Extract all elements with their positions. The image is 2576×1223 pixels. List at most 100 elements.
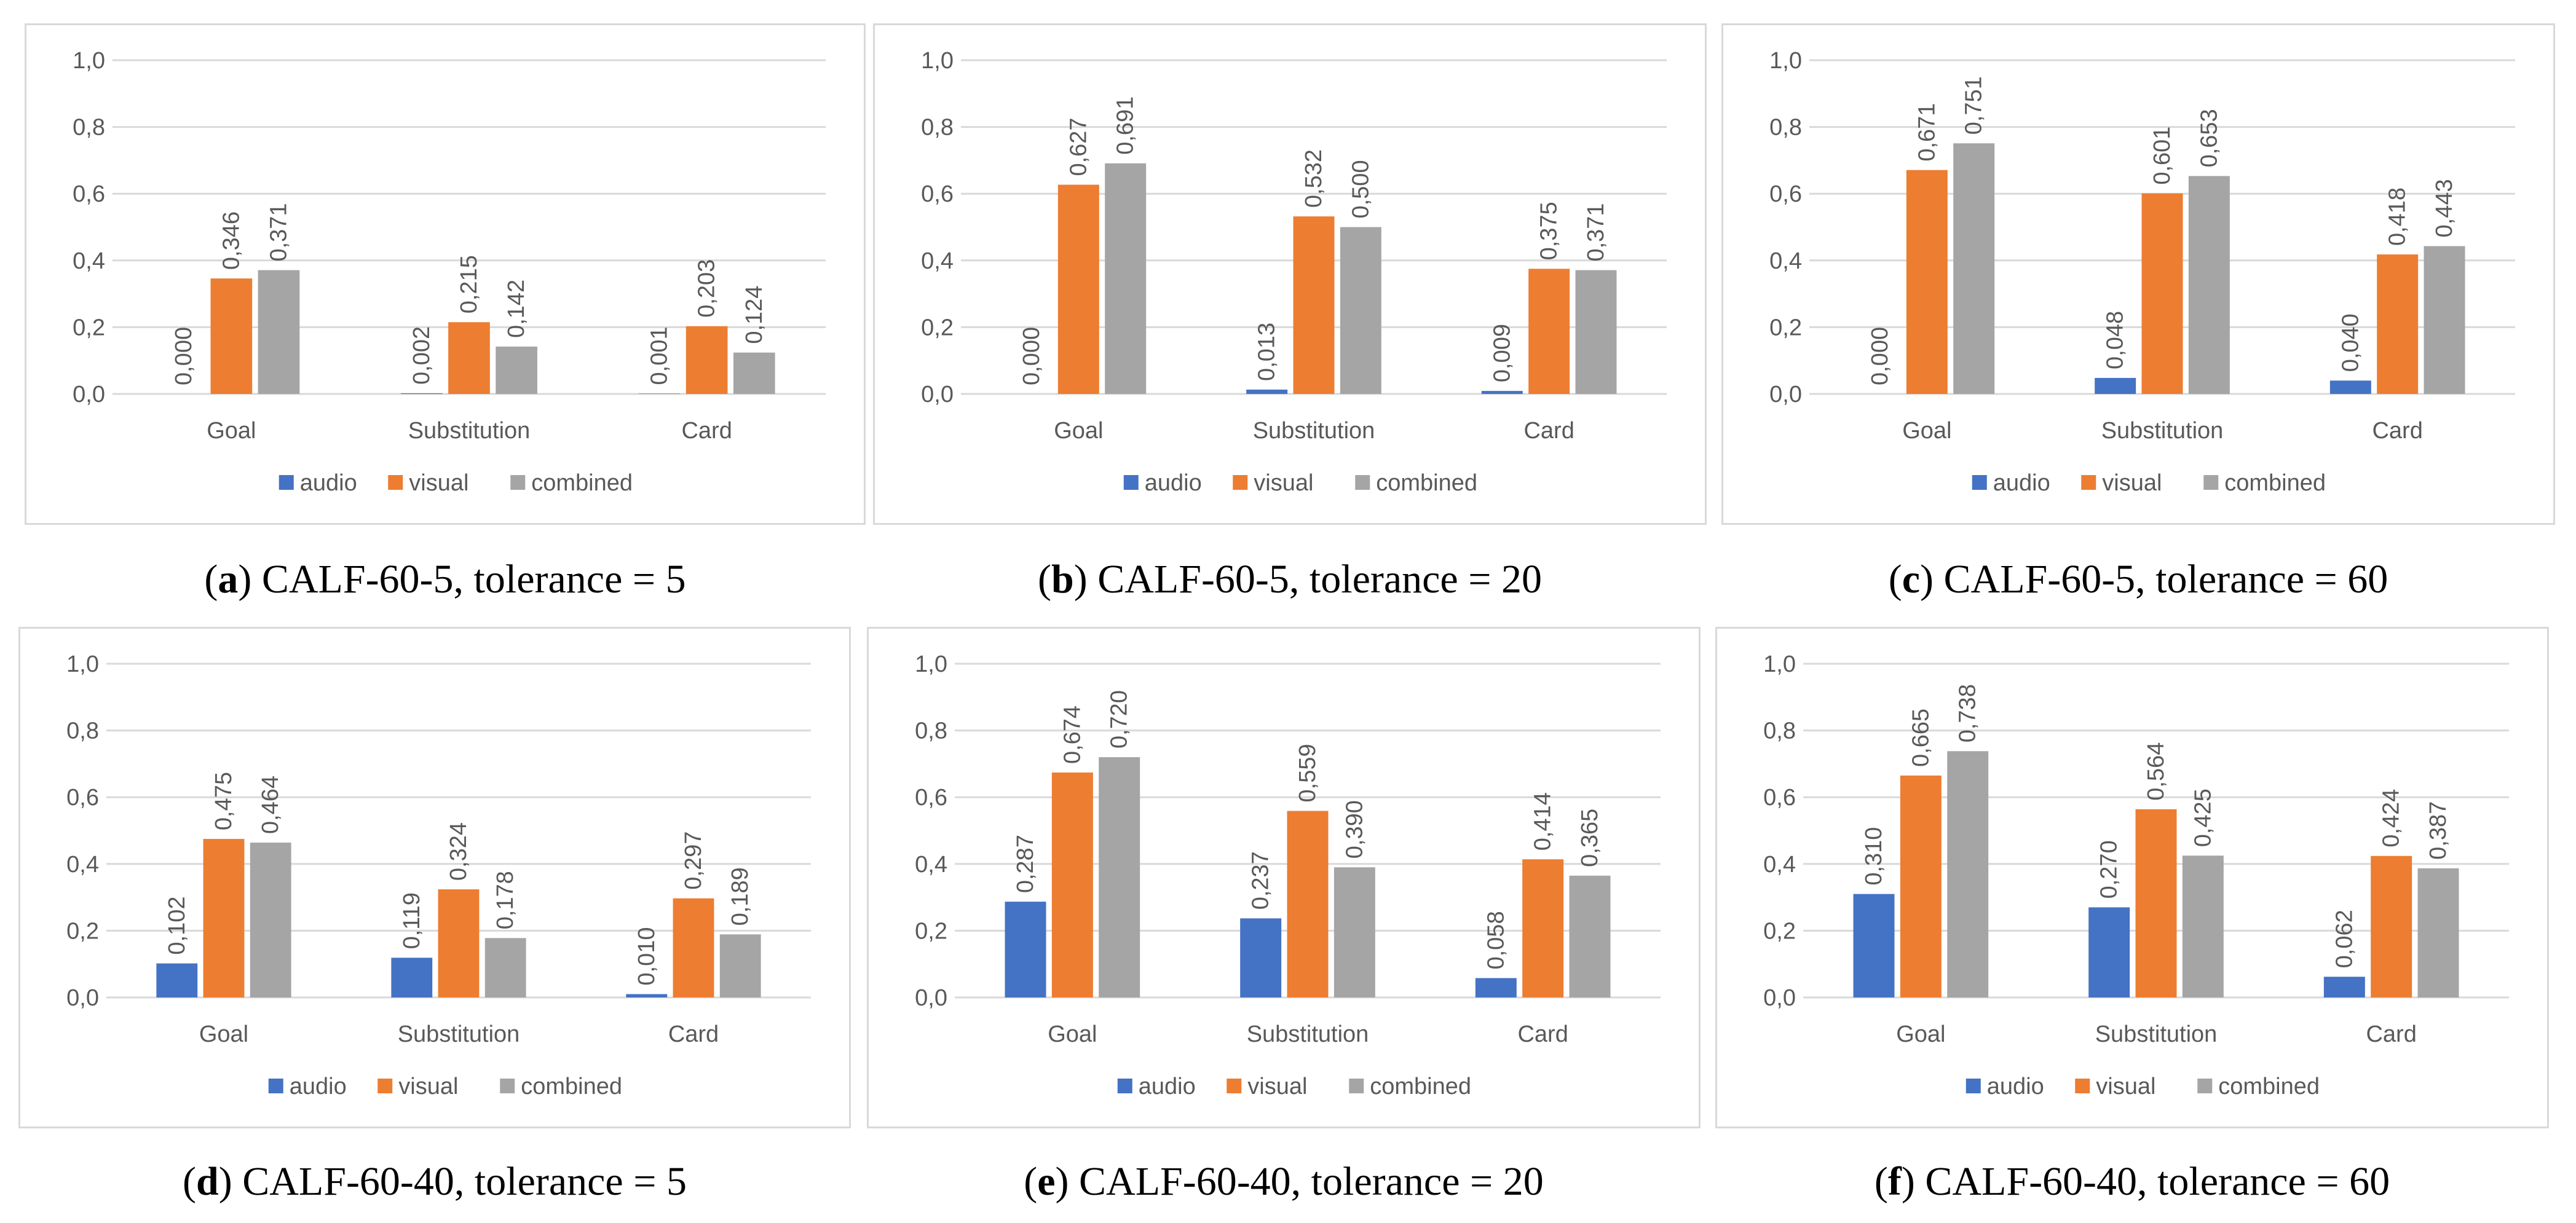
bar-combined [1575,270,1617,394]
data-label: 0,387 [2425,801,2451,860]
chart-e-plot: 0,0 0,2 0,4 0,6 0,8 1,0 0,287 0,674 0,720 Goal 0,2… [915,651,1661,1099]
y-tick-label: 0,6 [66,785,99,811]
bar-audio [2323,977,2365,997]
y-tick-label: 0,6 [921,181,954,207]
category-label: Goal [207,418,256,444]
y-tick-label: 0,8 [1763,718,1796,744]
caption-c: (c) CALF-60-5, tolerance = 60 [1888,557,2388,602]
data-label: 0,751 [1961,76,1987,135]
caption-d: (d) CALF-60-40, tolerance = 5 [183,1159,687,1204]
bar-visual [210,278,253,394]
data-label: 0,001 [647,326,673,385]
data-label: 0,365 [1577,809,1603,867]
bar-audio [2088,907,2130,997]
category-label: Goal [1048,1021,1097,1047]
data-label: 0,058 [1483,911,1509,969]
data-label: 0,418 [2385,187,2411,246]
data-label: 0,203 [694,259,720,318]
data-label: 0,424 [2379,789,2404,847]
data-label: 0,215 [456,255,482,313]
data-label: 0,443 [2432,179,2457,237]
bar-audio [156,963,198,997]
y-tick-label: 0,4 [1763,852,1796,878]
data-label: 0,500 [1348,160,1373,218]
data-label: 0,720 [1107,690,1132,749]
y-tick-label: 0,2 [921,315,954,340]
legend-label-audio: audio [300,470,357,496]
y-tick-label: 0,6 [1763,785,1796,811]
bar-visual [2141,193,2183,394]
data-label: 0,671 [1914,103,1940,162]
y-tick-label: 0,8 [66,718,99,744]
legend-label-audio: audio [1145,470,1202,496]
bar-audio [1475,978,1517,997]
bar-combined [2424,246,2465,394]
bar-visual [1900,775,1942,997]
y-tick-label: 1,0 [1763,651,1796,677]
data-label: 0,000 [171,327,197,385]
data-label: 0,270 [2096,840,2122,899]
chart-b-plot: 0,0 0,2 0,4 0,6 0,8 1,0 0,000 0,627 0,691 Goal 0,0… [921,48,1667,496]
bar-audio [1240,918,1282,997]
legend-swatch-combined [500,1079,515,1093]
data-label: 0,142 [504,280,529,338]
data-label: 0,464 [258,776,283,834]
category-label: Goal [1896,1021,1945,1047]
legend-swatch-combined [1355,475,1370,490]
legend-label-combined: combined [1376,470,1477,496]
data-label: 0,178 [492,871,518,929]
data-label: 0,062 [2331,910,2357,968]
legend-label-combined: combined [521,1074,622,1099]
caption-a-text: CALF-60-5, tolerance = 5 [261,557,686,602]
legend-swatch-audio [1123,475,1139,490]
legend-label-combined: combined [531,470,633,496]
caption-f: (f) CALF-60-40, tolerance = 60 [1874,1159,2390,1204]
data-label: 0,425 [2190,788,2216,847]
legend-swatch-visual [377,1079,393,1093]
category-label: Card [681,418,732,444]
bar-combined [2188,176,2230,394]
legend-swatch-combined [1349,1079,1364,1093]
legend-label-visual: visual [2102,470,2162,496]
category-label: Card [1517,1021,1568,1047]
y-tick-label: 1,0 [66,651,99,677]
chart-d: 0,0 0,2 0,4 0,6 0,8 1,0 0,102 0,475 0,464 Goal 0,1… [18,627,851,1128]
category-label: Substitution [2095,1021,2218,1047]
bar-audio [391,958,433,997]
legend-label-visual: visual [1254,470,1313,496]
caption-a-letter: a [218,557,239,602]
legend-label-visual: visual [2096,1074,2155,1099]
caption-f-text: CALF-60-40, tolerance = 60 [1925,1159,2390,1204]
caption-f-letter: f [1887,1159,1902,1204]
legend-swatch-audio [1972,475,1987,490]
data-label: 0,040 [2337,313,2363,372]
chart-c: 0,0 0,2 0,4 0,6 0,8 1,0 0,000 0,671 0,751 Goal 0,0… [1721,23,2555,525]
category-label: Substitution [398,1021,520,1047]
data-label: 0,564 [2143,742,2169,801]
caption-e: (e) CALF-60-40, tolerance = 20 [1024,1159,1544,1204]
bar-audio [638,393,681,394]
bar-combined [1105,163,1147,394]
caption-c-text: CALF-60-5, tolerance = 60 [1943,557,2388,602]
bar-combined [2182,855,2224,997]
y-tick-label: 0,0 [1769,382,1802,407]
legend-swatch-audio [279,475,294,490]
bar-combined [733,352,775,394]
caption-b: (b) CALF-60-5, tolerance = 20 [1038,557,1542,602]
y-tick-label: 1,0 [1769,48,1802,74]
legend-label-visual: visual [398,1074,458,1099]
caption-a: (a) CALF-60-5, tolerance = 5 [204,557,686,602]
legend-swatch-audio [1117,1079,1132,1093]
y-tick-label: 1,0 [73,48,105,74]
bar-visual [438,889,480,997]
data-label: 0,310 [1861,827,1887,886]
category-label: Substitution [2101,418,2224,444]
data-label: 0,048 [2103,311,2128,369]
data-label: 0,000 [1019,327,1045,385]
bar-combined [1947,751,1989,997]
category-label: Goal [1902,418,1951,444]
data-label: 0,414 [1530,792,1556,851]
data-label: 0,102 [164,897,190,955]
y-tick-label: 0,8 [73,115,105,141]
